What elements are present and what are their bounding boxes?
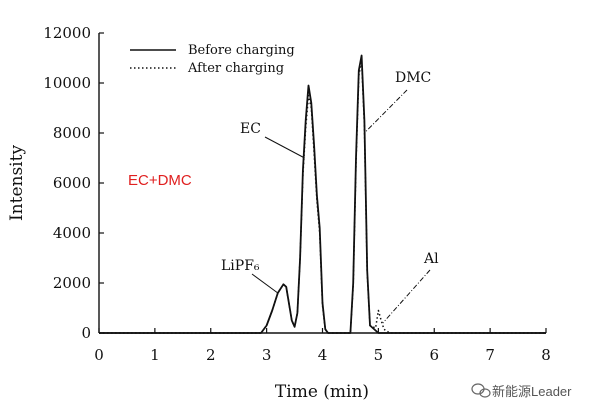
y-tick-label: 0 xyxy=(81,324,91,342)
annotation-label: Al xyxy=(423,251,439,267)
y-axis-ticks: 0 2000 4000 6000 8000 10000 12000 xyxy=(43,24,104,342)
annotation-label: DMC xyxy=(395,70,431,86)
peak-annotations: LiPF₆ EC DMC Al xyxy=(221,70,439,324)
legend-label: After charging xyxy=(187,61,284,76)
x-axis-title: Time (min) xyxy=(275,382,369,402)
x-tick-label: 7 xyxy=(485,346,495,364)
y-tick-label: 2000 xyxy=(53,274,91,292)
x-tick-label: 3 xyxy=(262,346,272,364)
x-tick-label: 2 xyxy=(206,346,216,364)
x-tick-label: 1 xyxy=(150,346,160,364)
series-line-after-charging xyxy=(99,59,546,334)
x-tick-label: 6 xyxy=(429,346,439,364)
legend-label: Before charging xyxy=(188,43,295,58)
annotation-leader xyxy=(364,89,408,134)
y-tick-label: 10000 xyxy=(43,74,91,92)
legend: Before charging After charging xyxy=(130,43,295,76)
annotation-leader xyxy=(251,273,279,294)
y-tick-label: 12000 xyxy=(43,24,91,42)
sample-label: EC+DMC xyxy=(128,172,192,189)
y-axis-title: Intensity xyxy=(7,145,27,221)
annotation-leader xyxy=(382,269,431,324)
y-tick-label: 8000 xyxy=(53,124,91,142)
series-line-before-charging xyxy=(99,54,546,334)
wechat-icon xyxy=(471,383,491,398)
series-group xyxy=(99,54,546,334)
watermark-text: 新能源Leader xyxy=(492,384,572,399)
annotation-label: LiPF₆ xyxy=(221,258,260,274)
watermark: 新能源Leader xyxy=(471,383,572,399)
x-tick-label: 8 xyxy=(541,346,551,364)
y-tick-label: 4000 xyxy=(53,224,91,242)
annotation-label: EC xyxy=(240,121,261,137)
x-tick-label: 0 xyxy=(94,346,104,364)
x-tick-label: 4 xyxy=(318,346,328,364)
x-tick-label: 5 xyxy=(374,346,384,364)
y-tick-label: 6000 xyxy=(53,174,91,192)
x-axis-ticks: 0 1 2 3 4 5 6 7 8 xyxy=(94,328,551,364)
annotation-leader xyxy=(264,136,305,159)
